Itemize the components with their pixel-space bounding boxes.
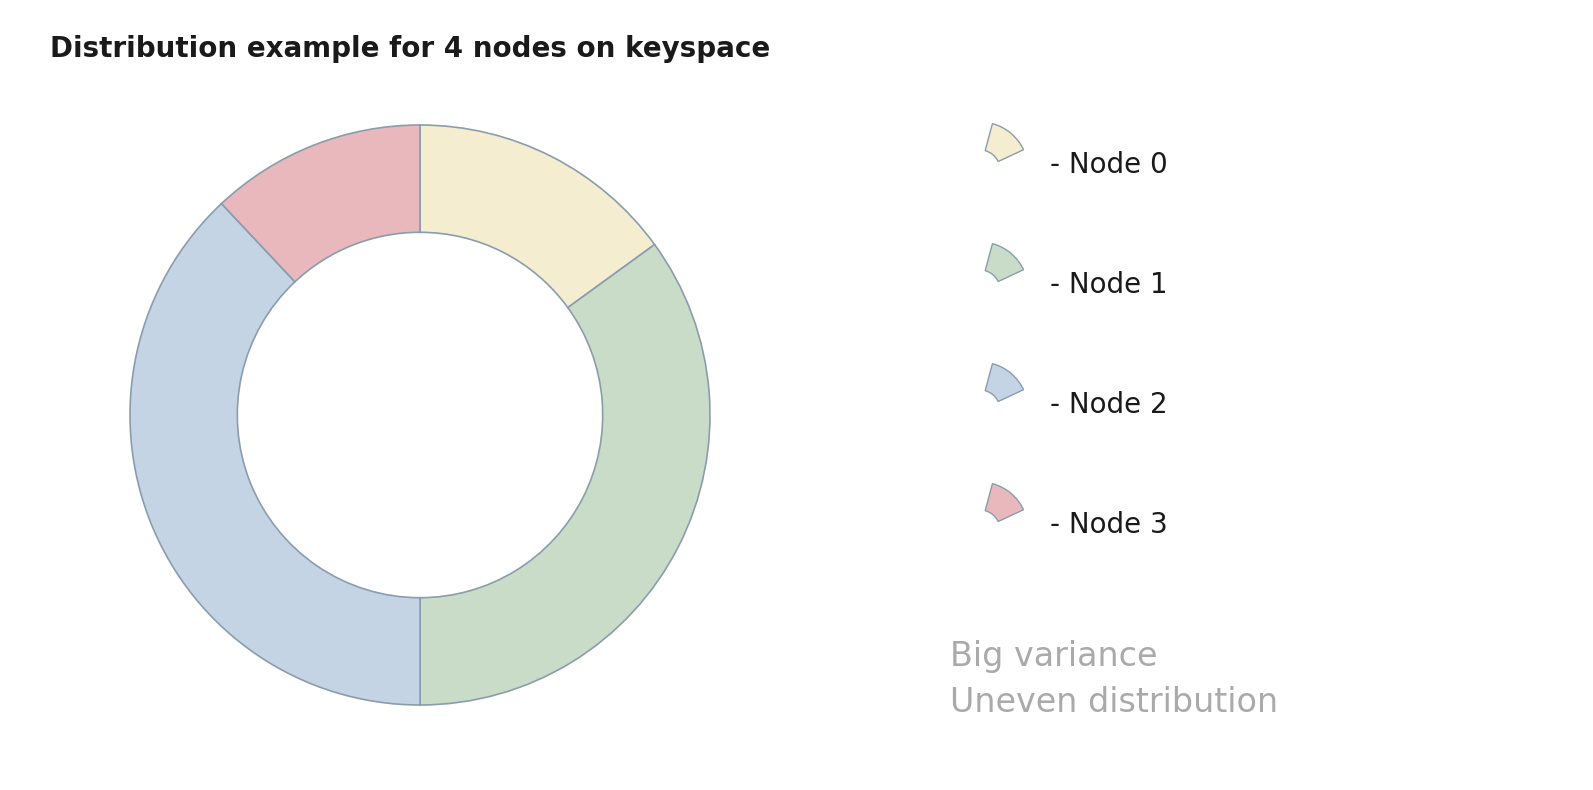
Wedge shape [984, 363, 1024, 401]
Wedge shape [221, 125, 421, 282]
Text: - Node 2: - Node 2 [1050, 391, 1168, 419]
Wedge shape [984, 243, 1024, 281]
Wedge shape [421, 125, 655, 307]
Wedge shape [421, 245, 710, 705]
Wedge shape [984, 124, 1024, 161]
Wedge shape [131, 204, 421, 705]
Text: Distribution example for 4 nodes on keyspace: Distribution example for 4 nodes on keys… [49, 35, 771, 63]
Text: Big variance
Uneven distribution: Big variance Uneven distribution [949, 640, 1278, 719]
Text: - Node 1: - Node 1 [1050, 271, 1168, 299]
Text: - Node 0: - Node 0 [1050, 151, 1168, 179]
Text: - Node 3: - Node 3 [1050, 511, 1168, 539]
Wedge shape [984, 483, 1024, 521]
